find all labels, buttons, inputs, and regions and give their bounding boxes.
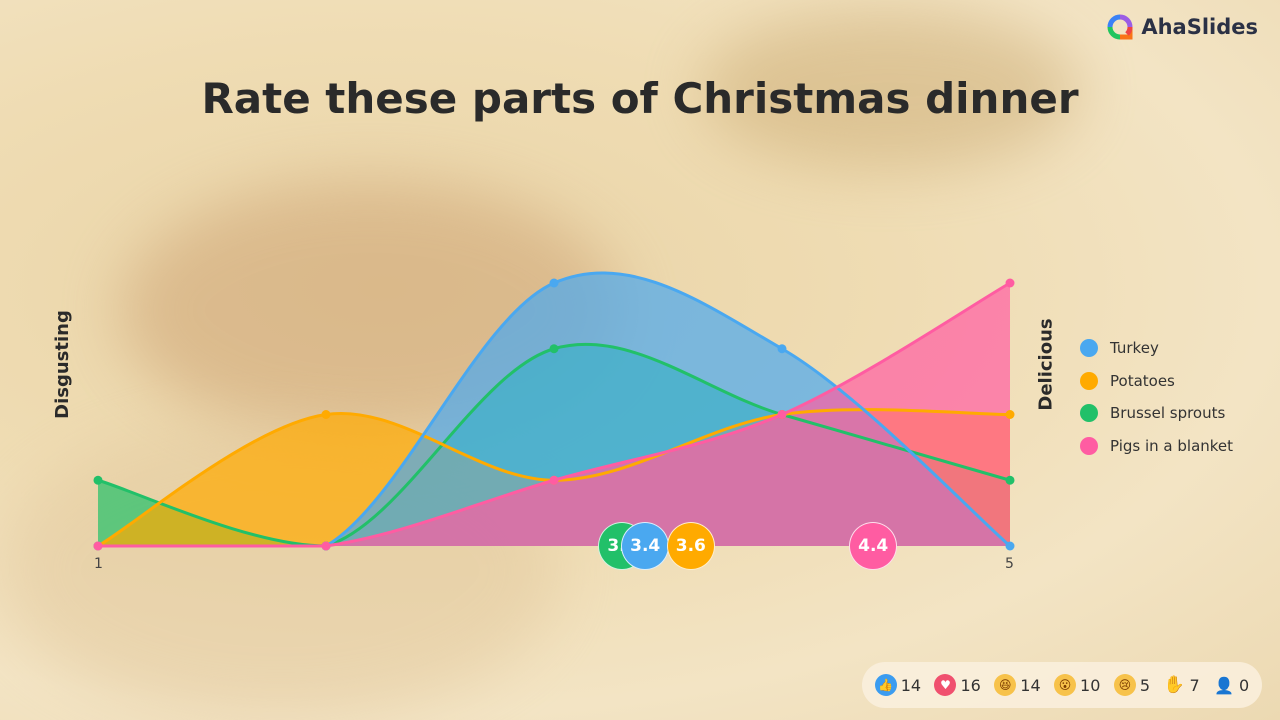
ahaslides-logo-icon [1107,14,1133,40]
data-point [321,541,331,551]
reaction-count: 14 [1020,675,1041,695]
average-badge-pigs-in-a-blanket: 4.4 [849,522,898,570]
data-point [1005,475,1015,485]
legend-dot [1080,371,1098,390]
thumbs-up-icon: 👍 [874,674,897,696]
average-badge-turkey: 3.4 [621,522,670,570]
audience-icon: 👤 [1214,675,1234,695]
data-point [93,475,103,485]
reaction-count: 0 [1239,675,1250,695]
legend-dot [1080,436,1098,455]
data-point [1005,278,1015,288]
reaction-sad[interactable]: 😢 5 [1113,674,1151,696]
reaction-heart[interactable]: ♥ 16 [934,674,981,696]
data-point [777,344,787,354]
reaction-count: 7 [1189,675,1200,695]
reaction-hand[interactable]: ✋ 7 [1163,674,1200,696]
legend-label: Pigs in a blanket [1110,436,1234,455]
data-point [93,541,103,551]
data-point [1005,541,1015,551]
brand-name: AhaSlides [1141,15,1258,39]
hand-icon: ✋ [1163,675,1186,695]
legend-dot [1080,339,1098,358]
legend-item-pigs-in-a-blanket: Pigs in a blanket [1080,430,1233,463]
reaction-count: 16 [960,675,981,695]
reaction-count: 5 [1139,675,1151,695]
laugh-icon: 😆 [994,674,1017,696]
reaction-count: 14 [900,675,922,695]
legend-label: Potatoes [1110,371,1175,390]
x-tick-label: 1 [94,556,103,572]
area-pigs-in-a-blanket [98,283,1010,546]
data-point [549,278,559,288]
reaction-wow[interactable]: 😮 10 [1054,674,1100,696]
slide-title: Rate these parts of Christmas dinner [201,74,1079,123]
legend-item-potatoes: Potatoes [1080,365,1233,398]
data-point [777,410,787,419]
data-point [549,344,559,354]
audience-count: 👤 0 [1213,674,1249,696]
wow-icon: 😮 [1054,674,1077,696]
data-point [549,475,559,485]
reaction-count: 10 [1080,675,1101,695]
reactions-bar: 👍 14 ♥ 16 😆 14 😮 10 😢 5 ✋ 7 👤 0 [862,662,1262,708]
legend-item-turkey: Turkey [1080,332,1233,365]
data-point [1005,410,1015,419]
ahaslides-logo: AhaSlides [1107,14,1258,40]
legend-item-brussel-sprouts: Brussel sprouts [1080,397,1233,430]
background-blob [700,10,1080,170]
data-point [321,410,331,419]
legend-dot [1080,404,1098,423]
reaction-laugh[interactable]: 😆 14 [994,674,1041,696]
x-tick-label: 5 [1005,556,1014,572]
sad-icon: 😢 [1113,674,1136,696]
legend-label: Turkey [1110,339,1159,358]
reaction-like[interactable]: 👍 14 [874,674,922,696]
heart-icon: ♥ [934,674,957,696]
legend-label: Brussel sprouts [1110,404,1226,423]
legend: Turkey Potatoes Brussel sprouts Pigs in … [1080,332,1233,462]
average-badge-potatoes: 3.6 [666,522,715,570]
